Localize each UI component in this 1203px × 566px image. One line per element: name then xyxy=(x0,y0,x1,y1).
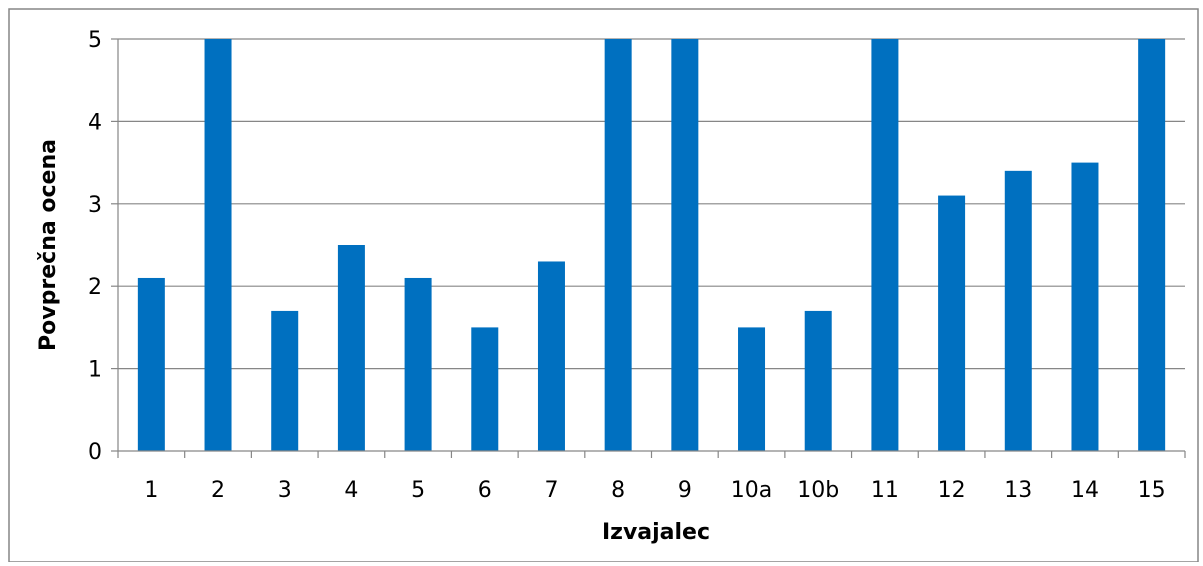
y-tick-label: 3 xyxy=(88,193,102,218)
y-tick-labels: 0 1 2 3 4 5 xyxy=(88,28,102,465)
x-tick-label: 8 xyxy=(611,478,625,503)
x-tick-label: 1 xyxy=(144,478,158,503)
x-tick-label: 2 xyxy=(211,478,225,503)
bar-2 xyxy=(204,39,232,451)
bar-1 xyxy=(137,277,165,451)
axes xyxy=(111,38,1186,458)
bar-14 xyxy=(1071,162,1099,451)
x-tick-label: 4 xyxy=(344,478,358,503)
bar-5 xyxy=(404,277,432,451)
x-tick-label: 12 xyxy=(938,478,966,503)
bar-11 xyxy=(871,39,899,451)
bar-10b xyxy=(804,310,832,451)
bar-8 xyxy=(604,39,632,451)
x-axis-title: Izvajalec xyxy=(602,520,710,545)
y-tick-label: 1 xyxy=(88,358,102,383)
x-tick-label: 10a xyxy=(731,478,772,503)
x-tick-label: 5 xyxy=(411,478,425,503)
x-tick-label: 6 xyxy=(478,478,492,503)
x-tick-label: 11 xyxy=(871,478,899,503)
y-tick-label: 4 xyxy=(88,110,102,135)
bar-9 xyxy=(671,39,699,451)
x-tick-labels: 1 2 3 4 5 6 7 8 9 10a 10b 11 12 13 14 15 xyxy=(144,478,1165,503)
y-tick-label: 2 xyxy=(88,275,102,300)
bar-7 xyxy=(537,261,565,451)
x-tick-label: 10b xyxy=(797,478,839,503)
bar-6 xyxy=(471,327,499,451)
y-tick-label: 0 xyxy=(88,440,102,465)
x-tick-label: 13 xyxy=(1004,478,1032,503)
bar-15 xyxy=(1138,39,1166,451)
bar-10a xyxy=(738,327,766,451)
y-axis-title: Povprečna ocena xyxy=(36,139,61,351)
x-tick-label: 7 xyxy=(544,478,558,503)
bar-12 xyxy=(938,195,966,451)
x-tick-label: 9 xyxy=(678,478,692,503)
x-tick-label: 15 xyxy=(1138,478,1166,503)
x-tick-label: 3 xyxy=(278,478,292,503)
bar-4 xyxy=(337,245,365,451)
bar-3 xyxy=(271,310,299,451)
y-tick-label: 5 xyxy=(88,28,102,53)
bars xyxy=(137,39,1166,451)
bar-13 xyxy=(1004,170,1032,451)
x-tick-label: 14 xyxy=(1071,478,1099,503)
